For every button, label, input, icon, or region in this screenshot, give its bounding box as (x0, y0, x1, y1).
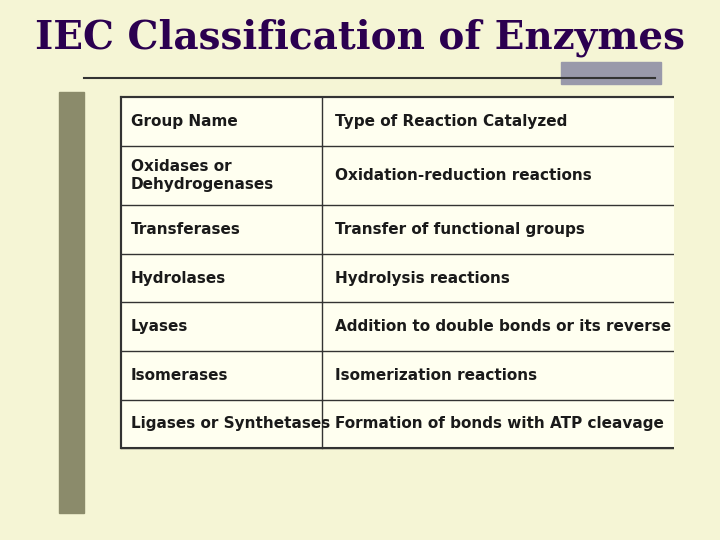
Text: Hydrolases: Hydrolases (131, 271, 226, 286)
Text: Oxidation-reduction reactions: Oxidation-reduction reactions (335, 168, 592, 183)
Text: Ligases or Synthetases: Ligases or Synthetases (131, 416, 330, 431)
Text: Type of Reaction Catalyzed: Type of Reaction Catalyzed (335, 114, 567, 129)
Text: Addition to double bonds or its reverse: Addition to double bonds or its reverse (335, 319, 671, 334)
Text: Isomerization reactions: Isomerization reactions (335, 368, 537, 383)
Text: Formation of bonds with ATP cleavage: Formation of bonds with ATP cleavage (335, 416, 664, 431)
Text: Transferases: Transferases (131, 222, 240, 237)
Text: Lyases: Lyases (131, 319, 188, 334)
Text: Isomerases: Isomerases (131, 368, 228, 383)
Bar (122, 97, 687, 448)
Text: IEC Classification of Enzymes: IEC Classification of Enzymes (35, 18, 685, 57)
Text: Transfer of functional groups: Transfer of functional groups (335, 222, 585, 237)
Text: Oxidases or
Dehydrogenases: Oxidases or Dehydrogenases (131, 159, 274, 192)
Text: Group Name: Group Name (131, 114, 238, 129)
Bar (58, 92, 84, 513)
Bar (561, 62, 662, 84)
Text: Hydrolysis reactions: Hydrolysis reactions (335, 271, 510, 286)
